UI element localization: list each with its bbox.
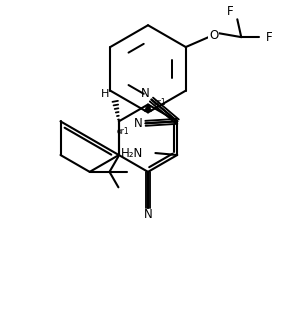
Text: N: N bbox=[134, 117, 143, 130]
Text: O: O bbox=[209, 29, 218, 42]
Text: N: N bbox=[141, 87, 150, 100]
Text: F: F bbox=[227, 5, 234, 18]
Text: N: N bbox=[144, 208, 152, 221]
Text: or1: or1 bbox=[154, 98, 166, 107]
Text: F: F bbox=[266, 31, 272, 44]
Text: or1: or1 bbox=[116, 127, 129, 136]
Text: H₂N: H₂N bbox=[121, 147, 143, 160]
Text: H: H bbox=[101, 88, 109, 99]
